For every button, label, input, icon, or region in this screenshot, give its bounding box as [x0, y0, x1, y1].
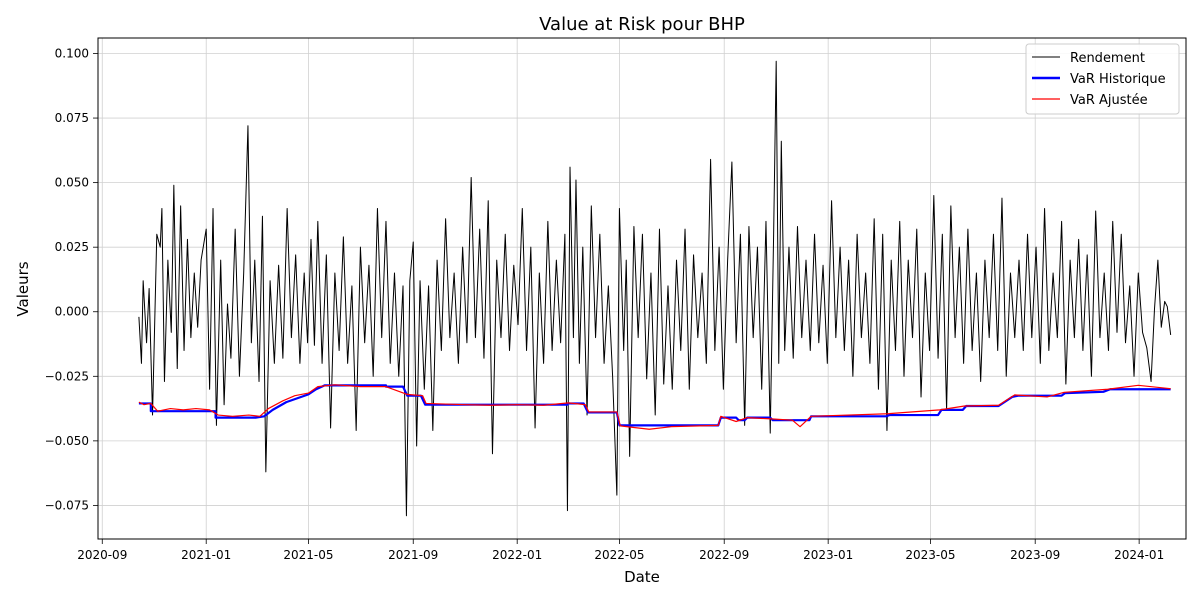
x-tick-label: 2023-09 [1010, 548, 1060, 562]
y-axis-ticks: 0.100 0.075 0.050 0.025 0.000 −0.025 −0.050 −0.… [45, 46, 98, 512]
x-tick-label: 2023-01 [803, 548, 853, 562]
y-tick-label: −0.025 [45, 369, 89, 383]
x-tick-label: 2020-09 [77, 548, 127, 562]
x-tick-label: 2021-01 [181, 548, 231, 562]
y-tick-label: 0.000 [55, 305, 89, 319]
x-tick-label: 2022-05 [594, 548, 644, 562]
y-axis-label: Valeurs [14, 261, 32, 316]
plot-series [138, 60, 1172, 517]
x-axis-label: Date [624, 568, 660, 586]
y-tick-label: 0.025 [55, 240, 89, 254]
x-tick-label: 2022-09 [699, 548, 749, 562]
legend-label-rendement: Rendement [1070, 51, 1145, 66]
x-tick-label: 2023-05 [905, 548, 955, 562]
plot-area-frame [97, 37, 1187, 540]
series-rendement-line [138, 60, 1172, 517]
y-tick-label: −0.075 [45, 498, 89, 512]
legend-label-var-ajustee: VaR Ajustée [1070, 93, 1148, 108]
y-tick-label: 0.050 [55, 176, 89, 190]
x-tick-label: 2022-01 [492, 548, 542, 562]
x-tick-label: 2021-09 [388, 548, 438, 562]
grid [98, 38, 1186, 539]
legend: Rendement VaR Historique VaR Ajustée [1025, 43, 1180, 115]
x-tick-label: 2024-01 [1114, 548, 1164, 562]
chart-title: Value at Risk pour BHP [539, 14, 745, 35]
legend-box [1025, 43, 1180, 115]
x-axis-ticks: 2020-09 2021-01 2021-05 2021-09 2022-01 2022-… [77, 539, 1164, 562]
legend-label-var-historique: VaR Historique [1070, 72, 1166, 87]
x-tick-label: 2021-05 [283, 548, 333, 562]
y-tick-label: −0.050 [45, 434, 89, 448]
series-var-ajustee-line [138, 384, 1171, 430]
y-tick-label: 0.100 [55, 46, 89, 60]
y-tick-label: 0.075 [55, 111, 89, 125]
